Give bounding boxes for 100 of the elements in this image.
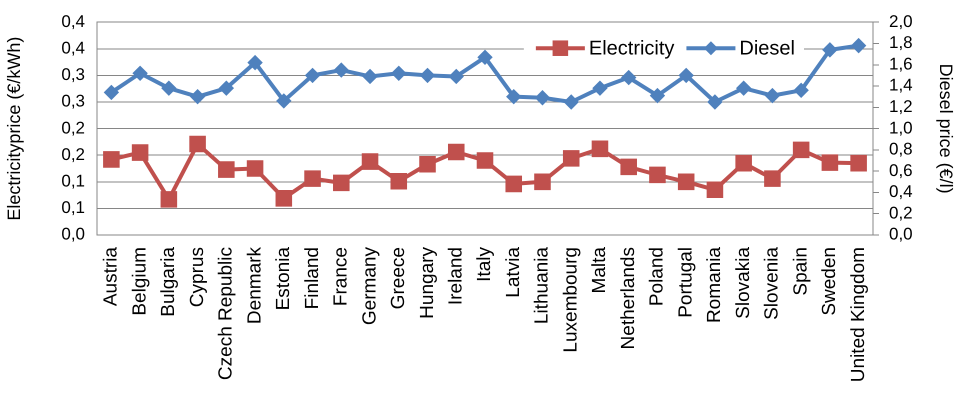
x-tick-label: Malta — [589, 246, 610, 294]
point — [822, 42, 838, 58]
point — [707, 94, 722, 110]
x-tick-label: United Kingdom — [848, 247, 869, 382]
point — [304, 170, 321, 187]
point — [362, 68, 378, 84]
point — [160, 191, 178, 208]
x-tick-label: Austria — [100, 246, 122, 306]
point — [736, 80, 752, 96]
point — [448, 68, 464, 84]
point — [792, 142, 810, 158]
point — [218, 80, 234, 96]
x-tick-label: Denmark — [244, 246, 266, 324]
y2-tick-label: 1,6 — [889, 54, 913, 74]
x-tick-label: Lithuania — [532, 246, 553, 324]
x-tick-label: Finland — [302, 247, 323, 310]
point — [822, 154, 838, 171]
y-tick-label: 0,2 — [61, 144, 85, 164]
point — [678, 174, 694, 190]
point — [305, 68, 320, 83]
y-tick-label: 0,4 — [61, 12, 85, 31]
y2-tick-label: 0,0 — [889, 224, 913, 244]
x-tick-label: Greece — [388, 247, 410, 310]
point — [564, 94, 579, 110]
point — [764, 88, 780, 104]
point — [620, 158, 637, 176]
y-tick-label: 0,1 — [61, 198, 85, 218]
x-tick-label: Netherlands — [618, 247, 639, 350]
y2-tick-label: 0,6 — [889, 160, 913, 180]
x-tick-label: Italy — [474, 246, 496, 282]
x-tick-label: Romania — [704, 246, 726, 324]
point — [161, 80, 176, 96]
point — [476, 152, 494, 169]
x-tick-label: Czech Republic — [216, 247, 237, 380]
point — [391, 66, 406, 81]
x-tick-label: Bulgaria — [158, 246, 180, 317]
point — [534, 90, 550, 106]
y2-tick-label: 1,2 — [889, 97, 913, 116]
legend-label: Diesel — [739, 38, 795, 60]
point — [103, 151, 120, 168]
point — [248, 55, 263, 70]
x-tick-label: France — [330, 247, 352, 306]
x-tick-label: Cyprus — [186, 247, 208, 308]
point — [189, 136, 206, 152]
point — [735, 154, 752, 172]
x-tick-label: Poland — [646, 247, 668, 306]
point — [851, 38, 866, 54]
point — [850, 154, 867, 172]
point — [678, 68, 694, 83]
x-tick-label: Portugal — [675, 247, 696, 318]
x-tick-label: Latvia — [502, 246, 524, 298]
legend-label: Electricity — [588, 38, 674, 60]
x-tick-label: Hungary — [416, 246, 438, 319]
point — [794, 82, 809, 98]
point — [390, 172, 408, 190]
point — [505, 176, 522, 192]
x-tick-label: Belgium — [129, 247, 150, 316]
y-tick-label: 0,3 — [61, 92, 85, 111]
y-tick-label: 0,1 — [61, 171, 85, 190]
x-tick-label: Ireland — [445, 247, 466, 306]
point — [276, 93, 292, 108]
point — [621, 70, 636, 86]
point — [592, 80, 608, 96]
point — [562, 150, 580, 167]
point — [276, 190, 292, 207]
y2-tick-label: 2,0 — [889, 12, 913, 31]
x-tick-label: Slovenia — [762, 246, 783, 320]
y-axis-title: Electricityprice (€/kWh) — [4, 36, 24, 221]
y-tick-label: 0,4 — [61, 38, 85, 58]
point — [649, 166, 666, 184]
point — [419, 156, 436, 173]
x-tick-label: Germany — [359, 246, 380, 326]
y2-tick-label: 0,2 — [889, 203, 913, 222]
x-tick-label: Spain — [790, 247, 812, 296]
point — [132, 144, 148, 161]
point — [650, 88, 665, 104]
x-tick-label: Sweden — [819, 247, 840, 316]
point — [478, 50, 492, 65]
point — [333, 174, 350, 192]
point — [190, 89, 206, 104]
y2-tick-label: 1,8 — [889, 33, 913, 52]
x-tick-label: Estonia — [273, 246, 294, 310]
point — [132, 66, 148, 81]
point — [246, 160, 264, 177]
y2-tick-label: 0,8 — [889, 140, 913, 159]
point — [506, 89, 522, 104]
point — [218, 161, 235, 178]
y-tick-label: 0,0 — [61, 224, 85, 244]
point — [764, 170, 781, 187]
y2-tick-label: 0,4 — [889, 182, 913, 202]
point — [362, 153, 378, 170]
y-tick-label: 0,3 — [61, 65, 85, 84]
y2-axis-title: Diesel price (€/l) — [936, 64, 956, 194]
point — [334, 62, 349, 78]
point — [104, 84, 119, 100]
y-tick-label: 0,2 — [61, 118, 85, 138]
y2-tick-label: 1,4 — [889, 76, 913, 95]
point — [534, 174, 551, 190]
y2-tick-label: 1,0 — [889, 118, 913, 138]
point — [592, 140, 608, 158]
